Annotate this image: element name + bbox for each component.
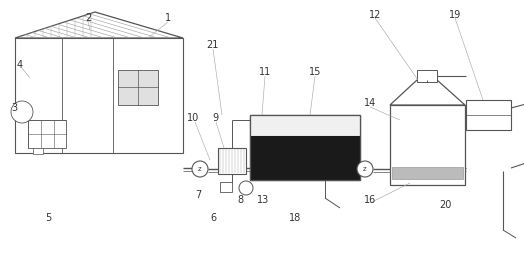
Text: 7: 7 — [195, 190, 201, 200]
Bar — [250, 115, 360, 180]
Bar — [118, 70, 158, 105]
Bar — [250, 136, 360, 180]
Bar — [218, 148, 246, 174]
Text: 1: 1 — [165, 13, 171, 23]
Text: 14: 14 — [364, 98, 376, 108]
Text: 8: 8 — [237, 195, 243, 205]
Text: z: z — [198, 166, 202, 172]
Bar — [220, 182, 232, 192]
Text: 3: 3 — [11, 103, 17, 113]
Circle shape — [11, 101, 33, 123]
Circle shape — [239, 181, 253, 195]
Circle shape — [357, 161, 373, 177]
Text: 21: 21 — [206, 40, 218, 50]
Bar — [466, 100, 511, 130]
Polygon shape — [15, 12, 183, 38]
Text: 15: 15 — [309, 67, 321, 77]
Bar — [392, 167, 463, 179]
Text: 20: 20 — [439, 200, 451, 210]
Text: 19: 19 — [449, 10, 461, 20]
Text: 12: 12 — [369, 10, 381, 20]
Text: 6: 6 — [210, 213, 216, 223]
Text: 18: 18 — [289, 213, 301, 223]
Text: 10: 10 — [187, 113, 199, 123]
Bar — [250, 115, 360, 136]
Bar — [390, 105, 465, 185]
Polygon shape — [390, 80, 465, 105]
Text: 11: 11 — [259, 67, 271, 77]
Text: 2: 2 — [85, 13, 91, 23]
Text: 13: 13 — [257, 195, 269, 205]
Circle shape — [192, 161, 208, 177]
Bar — [417, 70, 437, 82]
Bar — [15, 38, 183, 153]
Bar — [33, 148, 43, 154]
Text: 5: 5 — [45, 213, 51, 223]
Text: 9: 9 — [212, 113, 218, 123]
Bar — [250, 115, 360, 180]
Text: 4: 4 — [17, 60, 23, 70]
Text: 16: 16 — [364, 195, 376, 205]
Text: z: z — [363, 166, 367, 172]
Bar — [28, 120, 66, 148]
